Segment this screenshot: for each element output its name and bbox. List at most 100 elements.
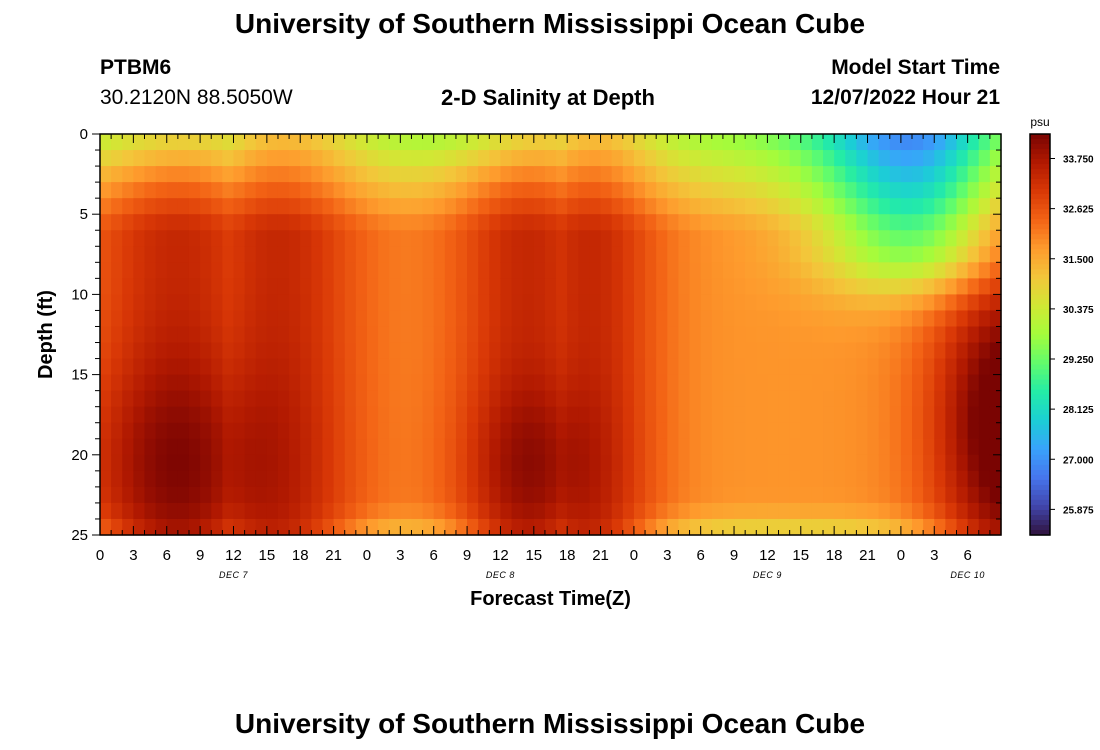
heat-cell — [533, 166, 546, 183]
heat-cell — [111, 390, 123, 408]
heat-cell — [645, 166, 657, 183]
heat-cell — [500, 246, 513, 263]
heat-cell — [533, 358, 546, 376]
heat-cell — [489, 422, 502, 440]
heat-cell — [233, 134, 246, 151]
heat-cell — [800, 230, 813, 247]
heat-cell — [656, 374, 668, 392]
heat-cell — [567, 262, 579, 279]
heat-cell — [100, 518, 112, 536]
heat-cell — [823, 406, 835, 424]
heat-cell — [133, 454, 146, 472]
heat-cell — [867, 246, 880, 263]
heat-cell — [633, 326, 646, 344]
heat-cell — [845, 518, 857, 536]
heat-cell — [478, 518, 490, 536]
heat-cell — [989, 278, 1002, 295]
heat-cell — [578, 406, 591, 424]
heat-cell — [266, 326, 279, 344]
heat-cell — [745, 438, 757, 456]
heat-cell — [333, 294, 346, 312]
heat-cell — [600, 438, 613, 456]
heat-cell — [522, 374, 535, 392]
heat-cell — [411, 518, 424, 536]
heat-cell — [289, 454, 301, 472]
heat-cell — [233, 486, 246, 504]
heat-cell — [511, 230, 524, 247]
heat-cell — [333, 262, 346, 279]
heat-cell — [556, 310, 568, 328]
heat-cell — [378, 486, 390, 504]
heat-cell — [222, 230, 235, 247]
heat-cell — [600, 198, 613, 215]
colorbar-swatch — [1030, 189, 1050, 195]
heat-cell — [266, 406, 279, 424]
x-tick-label: 9 — [730, 547, 738, 564]
colorbar-swatch — [1030, 279, 1050, 285]
heat-cell — [433, 470, 446, 488]
heat-cell — [589, 294, 602, 312]
heat-cell — [389, 502, 401, 520]
heat-cell — [745, 166, 757, 183]
heat-cell — [500, 390, 513, 408]
heat-cell — [923, 230, 935, 247]
heat-cell — [934, 454, 946, 472]
heat-cell — [900, 342, 913, 360]
heat-cell — [945, 374, 958, 392]
x-tick-label: 15 — [792, 547, 809, 564]
heat-cell — [767, 134, 780, 151]
heat-cell — [800, 166, 813, 183]
heat-cell — [378, 454, 390, 472]
heat-cell — [311, 198, 324, 215]
heat-cell — [778, 150, 791, 167]
heat-cell — [834, 502, 846, 520]
heat-cell — [122, 230, 134, 247]
heat-cell — [945, 358, 958, 376]
heat-cell — [556, 438, 568, 456]
heat-cell — [100, 374, 112, 392]
heat-cell — [400, 198, 413, 215]
colorbar-swatch — [1030, 254, 1050, 260]
heat-cell — [645, 294, 657, 312]
colorbar-swatch — [1030, 229, 1050, 235]
heat-cell — [344, 486, 357, 504]
heat-cell — [177, 182, 190, 199]
heat-cell — [856, 262, 869, 279]
heat-cell — [934, 502, 946, 520]
heat-cell — [122, 278, 134, 295]
heat-cell — [289, 374, 301, 392]
heat-cell — [567, 310, 579, 328]
heat-cell — [133, 278, 146, 295]
heat-cell — [878, 230, 891, 247]
heat-cell — [978, 358, 991, 376]
heat-cell — [811, 326, 824, 344]
heat-cell — [689, 326, 702, 344]
heat-cell — [166, 278, 179, 295]
heat-cell — [845, 278, 857, 295]
heat-cell — [689, 422, 702, 440]
heat-cell — [300, 278, 312, 295]
heat-cell — [222, 310, 235, 328]
heat-cell — [645, 214, 657, 231]
colorbar: 33.75032.62531.50030.37529.25028.12527.0… — [1029, 133, 1094, 536]
heat-cell — [800, 214, 813, 231]
colorbar-swatch — [1030, 299, 1050, 306]
colorbar-swatch — [1030, 239, 1050, 245]
heat-cell — [611, 326, 624, 344]
heat-cell — [912, 406, 924, 424]
heat-cell — [478, 422, 490, 440]
heat-cell — [511, 278, 524, 295]
heat-cell — [722, 262, 735, 279]
heat-cell — [834, 262, 846, 279]
heat-cell — [311, 326, 324, 344]
heat-cell — [923, 198, 935, 215]
x-tick-label: 6 — [696, 547, 704, 564]
heat-cell — [111, 182, 123, 199]
heat-cell — [277, 374, 290, 392]
heat-cell — [188, 358, 201, 376]
heat-cell — [934, 310, 946, 328]
heat-cell — [889, 230, 902, 247]
heat-cell — [489, 166, 502, 183]
heat-cell — [811, 374, 824, 392]
heat-cell — [200, 358, 212, 376]
